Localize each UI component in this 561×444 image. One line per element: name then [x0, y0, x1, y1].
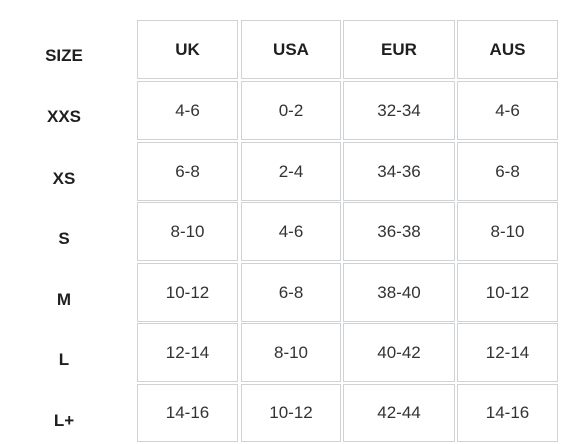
table-cell: 10-12 — [457, 263, 558, 322]
column-header-uk: UK — [137, 20, 238, 79]
table-cell: 6-8 — [457, 142, 558, 201]
table-cell: 6-8 — [137, 142, 238, 201]
table-cell: 4-6 — [241, 202, 341, 261]
column-header-aus: AUS — [457, 20, 558, 79]
table-cell: 14-16 — [137, 384, 238, 442]
row-size-label: XS — [52, 169, 76, 188]
row-size-label: XXS — [46, 107, 82, 126]
table-cell: 2-4 — [241, 142, 341, 201]
column-header-usa: USA — [241, 20, 341, 79]
table-cell: 6-8 — [241, 263, 341, 322]
table-cell: 12-14 — [457, 323, 558, 382]
table-cell: 10-12 — [241, 384, 341, 442]
table-cell: 10-12 — [137, 263, 238, 322]
table-cell: 36-38 — [343, 202, 455, 261]
table-cell: 12-14 — [137, 323, 238, 382]
table-cell: 32-34 — [343, 81, 455, 140]
table-cell: 40-42 — [343, 323, 455, 382]
row-size-label: L+ — [53, 411, 75, 430]
row-size-label: S — [58, 229, 70, 248]
table-cell: 8-10 — [137, 202, 238, 261]
column-header-eur: EUR — [343, 20, 455, 79]
table-cell: 8-10 — [457, 202, 558, 261]
table-cell: 4-6 — [457, 81, 558, 140]
table-cell: 42-44 — [343, 384, 455, 442]
table-cell: 4-6 — [137, 81, 238, 140]
table-cell: 8-10 — [241, 323, 341, 382]
table-cell: 0-2 — [241, 81, 341, 140]
table-cell: 14-16 — [457, 384, 558, 442]
size-column-header: SIZE — [45, 46, 83, 65]
table-cell: 38-40 — [343, 263, 455, 322]
row-size-label: L — [58, 350, 70, 369]
row-size-label: M — [56, 290, 72, 309]
table-cell: 34-36 — [343, 142, 455, 201]
